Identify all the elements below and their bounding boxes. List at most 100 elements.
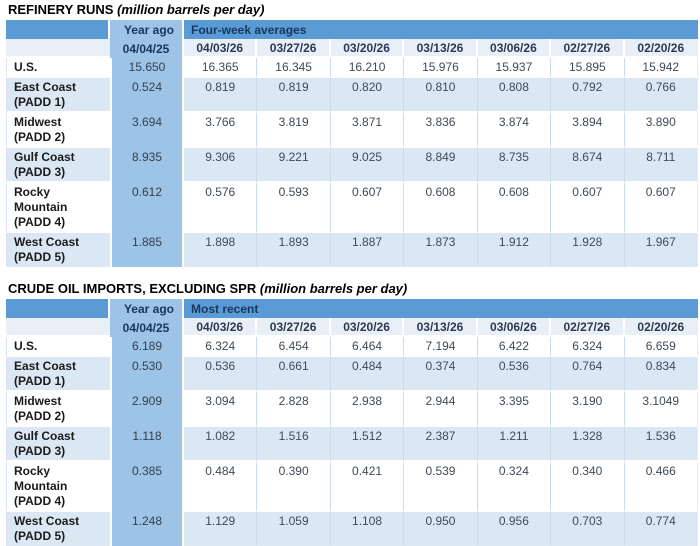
table-row: U.S. 15.650 16.365 16.345 16.210 15.976 …	[6, 58, 698, 78]
row-label: Midwest (PADD 2)	[6, 392, 110, 427]
date-header: 02/20/26	[624, 318, 698, 337]
year-ago-value-cell: 1.885	[110, 233, 184, 267]
value-cell: 9.221	[257, 148, 331, 183]
table-row: East Coast (PADD 1) 0.530 0.536 0.661 0.…	[6, 357, 698, 392]
value-cell: 8.849	[404, 148, 478, 183]
year-ago-value-cell: 1.248	[110, 512, 184, 546]
region-name: U.S.	[14, 60, 38, 74]
date-header: 03/20/26	[330, 39, 405, 58]
row-label: East Coast (PADD 1)	[6, 78, 110, 113]
row-label: East Coast (PADD 1)	[6, 357, 110, 392]
date-header: 03/20/26	[330, 318, 405, 337]
date-header: 03/13/26	[404, 39, 478, 58]
value-cell: 0.661	[257, 357, 331, 392]
year-ago-value-cell: 0.524	[110, 78, 184, 113]
refinery-runs-section: REFINERY RUNS (million barrels per day) …	[6, 2, 700, 267]
date-header-row: 04/04/25 04/03/26 03/27/26 03/20/26 03/1…	[6, 318, 698, 337]
corner-cell	[6, 299, 110, 318]
row-label: U.S.	[6, 58, 110, 78]
year-ago-value-cell: 6.189	[110, 337, 184, 357]
row-label: Midwest (PADD 2)	[6, 113, 110, 148]
row-label: Gulf Coast (PADD 3)	[6, 427, 110, 462]
table-row: Midwest (PADD 2) 2.909 3.094 2.828 2.938…	[6, 392, 698, 427]
value-cell: 7.194	[404, 337, 478, 357]
region-name: Midwest	[14, 394, 62, 408]
padd-label: (PADD 1)	[14, 374, 66, 388]
year-ago-value-cell: 0.612	[110, 183, 184, 233]
value-cell: 3.1049	[624, 392, 698, 427]
table-title-text: CRUDE OIL IMPORTS, EXCLUDING SPR	[8, 281, 257, 296]
value-cell: 6.324	[184, 337, 258, 357]
value-cell: 0.810	[404, 78, 478, 113]
value-cell: 0.466	[624, 462, 698, 512]
table-row: West Coast (PADD 5) 1.248 1.129 1.059 1.…	[6, 512, 698, 546]
value-cell: 0.607	[551, 183, 625, 233]
year-ago-value-cell: 2.909	[110, 392, 184, 427]
crude-imports-table: Year ago Most recent 04/04/25 04/03/26 0…	[6, 299, 698, 546]
year-ago-value-cell: 1.118	[110, 427, 184, 462]
region-name: West Coast	[14, 514, 80, 528]
year-ago-header: Year ago	[110, 299, 184, 318]
refinery-runs-table: Year ago Four-week averages 04/04/25 04/…	[6, 20, 698, 267]
value-cell: 2.387	[404, 427, 478, 462]
blank-header-cell	[6, 39, 110, 58]
date-header-row: 04/04/25 04/03/26 03/27/26 03/20/26 03/1…	[6, 39, 698, 58]
value-cell: 1.512	[330, 427, 405, 462]
date-header: 03/27/26	[257, 318, 331, 337]
value-cell: 6.454	[257, 337, 331, 357]
value-cell: 0.608	[477, 183, 552, 233]
value-cell: 3.871	[330, 113, 405, 148]
value-cell: 3.395	[477, 392, 552, 427]
value-cell: 0.539	[404, 462, 478, 512]
value-cell: 9.306	[184, 148, 258, 183]
value-cell: 0.607	[624, 183, 698, 233]
row-label: Rocky Mountain (PADD 4)	[6, 462, 110, 512]
value-cell: 0.484	[330, 357, 405, 392]
value-cell: 15.976	[404, 58, 478, 78]
value-cell: 6.659	[624, 337, 698, 357]
value-cell: 0.593	[257, 183, 331, 233]
padd-label: (PADD 2)	[14, 130, 66, 144]
row-label: West Coast (PADD 5)	[6, 512, 110, 546]
value-cell: 8.674	[551, 148, 625, 183]
padd-label: (PADD 2)	[14, 409, 66, 423]
table-row: U.S. 6.189 6.324 6.454 6.464 7.194 6.422…	[6, 337, 698, 357]
region-name: U.S.	[14, 339, 38, 353]
date-header: 03/06/26	[477, 39, 552, 58]
value-cell: 2.944	[404, 392, 478, 427]
year-ago-value-cell: 0.530	[110, 357, 184, 392]
value-cell: 0.576	[184, 183, 258, 233]
table-row: Gulf Coast (PADD 3) 1.118 1.082 1.516 1.…	[6, 427, 698, 462]
value-cell: 0.819	[257, 78, 331, 113]
value-cell: 3.094	[184, 392, 258, 427]
value-cell: 1.108	[330, 512, 405, 546]
table-row: Gulf Coast (PADD 3) 8.935 9.306 9.221 9.…	[6, 148, 698, 183]
value-cell: 0.950	[404, 512, 478, 546]
table-title-text: REFINERY RUNS	[8, 2, 114, 17]
table-row: West Coast (PADD 5) 1.885 1.898 1.893 1.…	[6, 233, 698, 267]
padd-label: (PADD 1)	[14, 95, 66, 109]
value-cell: 6.422	[477, 337, 552, 357]
value-cell: 2.938	[330, 392, 405, 427]
value-cell: 1.082	[184, 427, 258, 462]
date-header: 03/13/26	[404, 318, 478, 337]
value-cell: 0.607	[330, 183, 405, 233]
value-cell: 16.345	[257, 58, 331, 78]
date-header: 03/27/26	[257, 39, 331, 58]
region-name: East Coast	[14, 359, 77, 373]
value-cell: 3.894	[551, 113, 625, 148]
year-ago-value-cell: 8.935	[110, 148, 184, 183]
value-cell: 3.766	[184, 113, 258, 148]
value-cell: 1.211	[477, 427, 552, 462]
table-row: Midwest (PADD 2) 3.694 3.766 3.819 3.871…	[6, 113, 698, 148]
value-cell: 1.967	[624, 233, 698, 267]
table-title-unit: (million barrels per day)	[259, 281, 408, 296]
value-cell: 8.735	[477, 148, 552, 183]
value-cell: 1.928	[551, 233, 625, 267]
year-ago-value-cell: 3.694	[110, 113, 184, 148]
value-cell: 1.912	[477, 233, 552, 267]
value-cell: 1.893	[257, 233, 331, 267]
row-label: Rocky Mountain (PADD 4)	[6, 183, 110, 233]
table-title-unit: (million barrels per day)	[117, 2, 265, 17]
